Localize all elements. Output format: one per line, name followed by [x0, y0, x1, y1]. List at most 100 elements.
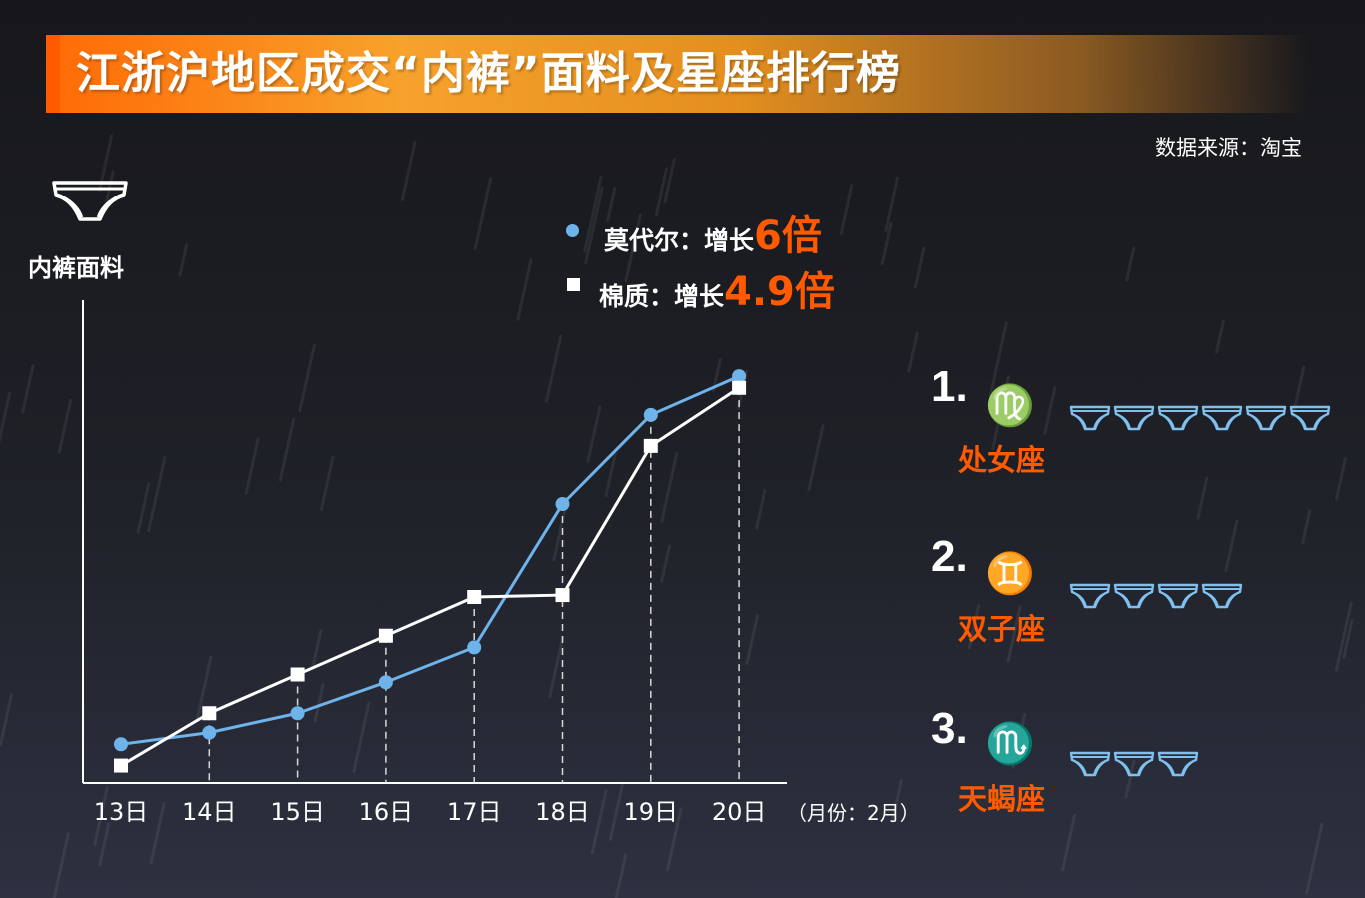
underwear-icon: [1201, 405, 1243, 431]
rank-2-underwear-icons: [1068, 580, 1244, 614]
underwear-icon: [52, 181, 128, 221]
underwear-icon: [1113, 405, 1155, 431]
y-axis-label: 内裤面料: [28, 254, 124, 282]
rain-streak: [400, 140, 417, 201]
rain-streak: [583, 175, 603, 253]
x-tick-label: 20日: [712, 798, 767, 826]
rain-streak: [136, 481, 151, 534]
rain-streak: [1305, 822, 1324, 895]
x-tick-label: 18日: [535, 798, 590, 826]
rain-streak: [991, 375, 1011, 451]
rain-streak: [0, 391, 12, 444]
rain-streak: [1215, 319, 1225, 354]
cotton-data-point: [732, 380, 747, 395]
rain-streak: [660, 544, 671, 583]
rain-streak: [1301, 509, 1312, 545]
rain-streak: [663, 158, 676, 204]
underwear-icon: [1157, 751, 1199, 777]
rain-streak: [0, 693, 14, 747]
modal-data-point: [114, 737, 128, 752]
rank-2-name: 双子座: [958, 612, 1046, 646]
underwear-icon: [1069, 405, 1111, 431]
rain-streak: [890, 779, 903, 823]
modal-data-point: [202, 725, 217, 740]
rain-streak: [590, 789, 608, 855]
x-axis-unit-note: （月份：2月）: [787, 801, 920, 825]
rain-streak: [654, 167, 669, 217]
rain-streak: [1006, 605, 1022, 664]
modal-data-point: [732, 369, 747, 384]
rain-streak: [195, 655, 213, 721]
legend-cotton-label: 棉质：增长: [599, 282, 725, 311]
rain-streak: [988, 321, 1008, 398]
rank-3-number: 3.: [931, 704, 968, 753]
x-tick-label: 16日: [359, 798, 414, 826]
underwear-icon: [1289, 405, 1331, 431]
rain-streak: [1043, 385, 1057, 435]
title-accent-bar: [46, 35, 60, 113]
legend-cotton-value: 4.9倍: [724, 269, 835, 315]
legend-cotton-marker: [567, 278, 580, 291]
rain-streak: [298, 343, 316, 413]
rain-streak: [660, 452, 679, 523]
rain-streak: [606, 187, 617, 223]
rain-streak: [98, 134, 114, 192]
legend-modal: 莫代尔：增长 6倍: [604, 203, 822, 261]
rain-streak: [1196, 476, 1209, 520]
rain-streak: [711, 357, 722, 392]
gemini-symbol-icon: ♊: [985, 550, 1035, 597]
cotton-data-point: [202, 706, 217, 721]
x-tick-label: 17日: [447, 798, 502, 826]
cotton-data-point: [378, 628, 393, 643]
rank-1-underwear-icons: [1068, 402, 1332, 436]
title-banner: [46, 35, 1308, 113]
rain-streak: [1061, 813, 1077, 872]
underwear-icon: [1157, 583, 1199, 609]
underwear-icon: [1245, 405, 1287, 431]
legend-modal-label: 莫代尔：增长: [604, 226, 755, 255]
modal-data-point: [555, 497, 570, 511]
rank-1-number: 1.: [931, 362, 968, 411]
rain-streak: [1124, 759, 1136, 799]
rain-streak: [93, 786, 109, 846]
rain-streak: [147, 456, 167, 533]
rain-streak: [755, 488, 767, 530]
rain-streak: [624, 213, 642, 283]
rain-streak: [967, 604, 981, 650]
x-tick-label: 19日: [624, 798, 679, 826]
cotton-data-point: [114, 758, 128, 773]
legend-modal-marker: [566, 224, 579, 237]
rain-streak: [244, 437, 260, 495]
rain-streak: [548, 636, 565, 699]
rain-streak: [516, 258, 533, 321]
virgo-symbol-icon: ♍: [985, 382, 1035, 429]
rank-1-name: 处女座: [958, 443, 1046, 477]
legend-cotton: 棉质：增长 4.9倍: [599, 259, 835, 317]
rain-streak: [1334, 601, 1353, 672]
x-tick-label: 13日: [94, 798, 149, 826]
rain-streak: [98, 822, 111, 867]
data-source: 数据来源：淘宝: [1155, 136, 1302, 160]
rain-streak: [352, 701, 371, 773]
rain-streak: [880, 221, 893, 265]
rain-streak: [1125, 246, 1136, 282]
scorpio-symbol-icon: ♏: [985, 720, 1035, 767]
rain-streak: [1011, 713, 1027, 769]
rain-streak: [1342, 619, 1354, 660]
modal-data-point: [378, 675, 393, 690]
rain-streak: [544, 334, 563, 403]
cotton-data-point: [555, 588, 570, 603]
modal-data-point: [290, 706, 305, 721]
underwear-icon: [1157, 405, 1199, 431]
rain-streak: [584, 186, 604, 265]
rain-streak: [604, 452, 617, 498]
rain-streak: [1291, 365, 1306, 419]
rain-streak: [907, 331, 919, 373]
rain-streak: [319, 455, 335, 512]
rain-streak: [614, 853, 628, 898]
rain-streak: [839, 184, 854, 236]
x-tick-label: 14日: [182, 798, 237, 826]
series-line-0: [120, 374, 740, 746]
rain-streak: [473, 177, 493, 250]
